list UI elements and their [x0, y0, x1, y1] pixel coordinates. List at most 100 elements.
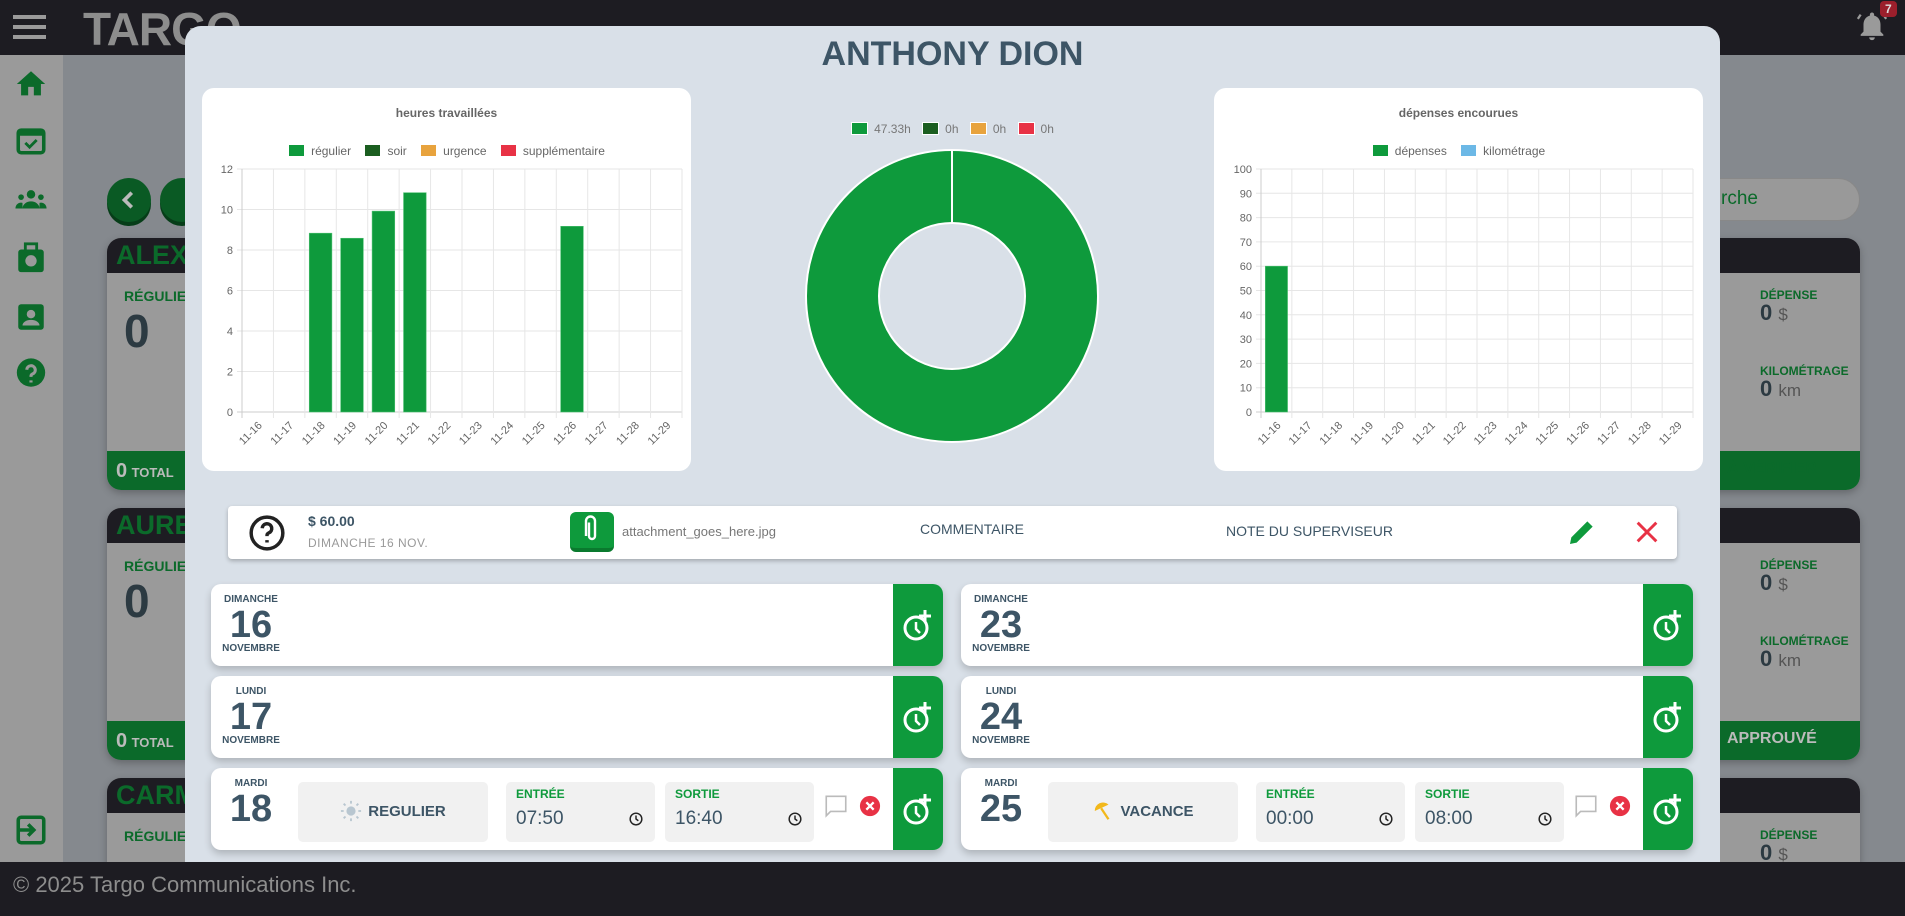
time-out-value: 16:40 [675, 808, 723, 829]
day-card: MARDI 18 REGULIER ENTRÉE 07:50 SORTIE 16:40 [211, 768, 943, 850]
day-card: DIMANCHE 23 NOVEMBRE [961, 584, 1693, 666]
clock-icon[interactable] [1379, 812, 1393, 826]
expense-label: DÉPENSE [1760, 828, 1818, 842]
comment-icon[interactable] [1573, 793, 1599, 819]
x-tick-label: 11-26 [551, 420, 579, 448]
time-out-label: SORTIE [675, 787, 720, 801]
regular-value: 0 [124, 575, 150, 627]
x-tick-label: 11-23 [1472, 420, 1500, 448]
shift-type-select[interactable]: VACANCE [1048, 782, 1238, 842]
add-time-button[interactable] [1643, 676, 1693, 758]
attachment-filename[interactable]: attachment_goes_here.jpg [622, 524, 776, 539]
close-icon[interactable] [1633, 518, 1661, 546]
y-tick-label: 70 [1240, 237, 1252, 249]
time-out-field[interactable]: SORTIE 16:40 [665, 782, 814, 842]
legend-item[interactable]: 0h [1017, 122, 1054, 136]
paperclip-icon [584, 515, 597, 541]
shift-type: REGULIER [368, 802, 446, 820]
time-out-field[interactable]: SORTIE 08:00 [1415, 782, 1564, 842]
legend-item[interactable]: régulier [288, 144, 351, 158]
y-tick-label: 6 [227, 286, 233, 298]
comment-icon[interactable] [823, 793, 849, 819]
footer: © 2025 Targo Communications Inc. [0, 862, 1905, 916]
add-time-button[interactable] [893, 584, 943, 666]
clock-icon[interactable] [788, 812, 802, 826]
day-date: 23 [979, 604, 1023, 646]
time-out-value: 08:00 [1425, 808, 1473, 829]
shift-type-select[interactable]: REGULIER [298, 782, 488, 842]
y-tick-label: 0 [1246, 407, 1252, 419]
bar [560, 226, 584, 413]
y-tick-label: 8 [227, 245, 233, 257]
shift-type: VACANCE [1120, 802, 1194, 820]
legend-item[interactable]: 0h [922, 122, 959, 136]
clock-icon[interactable] [1538, 812, 1552, 826]
bar [340, 237, 364, 413]
status-button[interactable]: À VÉRIFIER [1727, 460, 1817, 477]
legend-item[interactable]: 47.33h [851, 122, 911, 136]
day-name: DIMANCHE [974, 594, 1028, 605]
day-month: NOVEMBRE [972, 735, 1030, 746]
x-tick-label: 11-20 [1379, 420, 1407, 448]
add-time-icon [1653, 610, 1681, 641]
y-tick-label: 0 [227, 407, 233, 419]
x-tick-label: 11-29 [646, 420, 674, 448]
add-time-button[interactable] [893, 768, 943, 850]
x-tick-label: 11-18 [1317, 420, 1345, 448]
time-in-field[interactable]: ENTRÉE 00:00 [1256, 782, 1405, 842]
expense-date: DIMANCHE 16 NOV. [308, 536, 429, 550]
pencil-icon[interactable] [1566, 516, 1598, 548]
previous-week-button[interactable] [107, 178, 151, 222]
donut-hole [878, 222, 1026, 370]
add-time-button[interactable] [893, 676, 943, 758]
bar [308, 232, 333, 413]
day-card: MARDI 25 VACANCE ENTRÉE 00:00 SORTIE 08:00 [961, 768, 1693, 850]
x-tick-label: 11-24 [1503, 420, 1531, 448]
legend-item[interactable]: kilométrage [1460, 144, 1545, 158]
day-card: DIMANCHE 16 NOVEMBRE [211, 584, 943, 666]
logout-icon[interactable] [14, 813, 48, 847]
x-tick-label: 11-25 [1533, 420, 1561, 448]
delete-icon[interactable] [859, 795, 881, 817]
chart-title: heures travaillées [395, 106, 498, 120]
x-tick-label: 11-27 [1595, 420, 1623, 448]
day-month: NOVEMBRE [222, 643, 280, 654]
help-icon[interactable] [14, 357, 48, 391]
day-date: 17 [229, 696, 273, 738]
timesheet-icon[interactable] [14, 241, 48, 275]
legend-item[interactable]: 0h [969, 122, 1006, 136]
delete-icon[interactable] [1609, 795, 1631, 817]
x-tick-label: 11-19 [331, 420, 359, 448]
team-icon[interactable] [14, 183, 48, 217]
home-icon[interactable] [14, 67, 48, 101]
bar [403, 192, 427, 413]
comment-label: COMMENTAIRE [920, 521, 1024, 537]
status-button[interactable]: APPROUVÉ [1727, 730, 1817, 747]
attachment-button[interactable] [570, 512, 614, 552]
km-value: 0 km [1760, 376, 1802, 401]
km-label: KILOMÉTRAGE [1760, 634, 1849, 648]
menu-icon[interactable] [13, 15, 46, 39]
x-tick-label: 11-16 [237, 420, 265, 448]
y-tick-label: 4 [227, 326, 233, 338]
chart-title: dépenses encourues [1398, 106, 1519, 120]
bar [371, 210, 396, 413]
contact-icon[interactable] [14, 300, 48, 334]
question-icon [249, 515, 285, 551]
legend-item[interactable]: urgence [420, 144, 487, 158]
add-time-button[interactable] [1643, 768, 1693, 850]
chart-legend: dépenses kilométrage [1214, 144, 1703, 158]
sun-icon [341, 800, 362, 822]
time-in-field[interactable]: ENTRÉE 07:50 [506, 782, 655, 842]
clock-icon[interactable] [629, 812, 643, 826]
legend-item[interactable]: soir [364, 144, 407, 158]
x-tick-label: 11-28 [614, 420, 642, 448]
legend-item[interactable]: supplémentaire [499, 144, 605, 158]
y-tick-label: 2 [227, 367, 233, 379]
add-time-icon [903, 702, 931, 733]
chart-legend: régulier soir urgence supplémentaire [202, 144, 691, 158]
y-tick-label: 90 [1240, 188, 1252, 200]
legend-item[interactable]: dépenses [1371, 144, 1447, 158]
add-time-button[interactable] [1643, 584, 1693, 666]
calendar-check-icon[interactable] [14, 123, 48, 157]
